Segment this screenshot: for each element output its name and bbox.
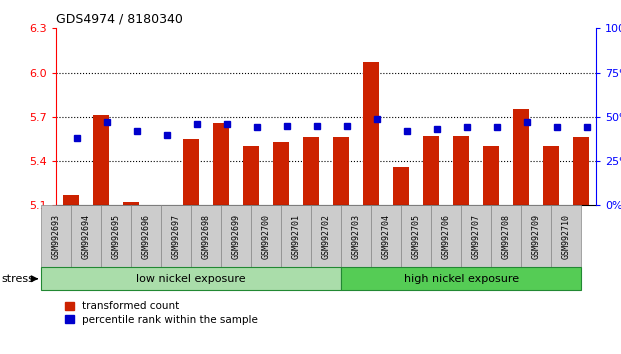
Text: GSM992705: GSM992705 (412, 214, 420, 259)
Text: GSM992704: GSM992704 (381, 214, 391, 259)
Bar (123, 202, 139, 205)
Text: low nickel exposure: low nickel exposure (136, 274, 246, 284)
Text: GSM992697: GSM992697 (171, 214, 181, 259)
Bar (573, 137, 589, 205)
Bar (303, 137, 319, 205)
Legend: transformed count, percentile rank within the sample: transformed count, percentile rank withi… (61, 297, 262, 329)
Text: GSM992700: GSM992700 (261, 214, 271, 259)
Bar (63, 195, 79, 205)
Bar (213, 123, 229, 205)
Bar (243, 146, 259, 205)
Text: GDS4974 / 8180340: GDS4974 / 8180340 (56, 13, 183, 26)
Text: GSM992708: GSM992708 (502, 214, 510, 259)
Text: GSM992695: GSM992695 (111, 214, 120, 259)
Bar (483, 146, 499, 205)
Bar (183, 139, 199, 205)
Bar (153, 205, 169, 207)
Bar (333, 137, 349, 205)
Text: GSM992710: GSM992710 (561, 214, 571, 259)
Bar (423, 136, 439, 205)
Bar (273, 142, 289, 205)
Text: GSM992701: GSM992701 (291, 214, 301, 259)
Bar (393, 167, 409, 205)
Text: GSM992707: GSM992707 (471, 214, 481, 259)
Text: GSM992699: GSM992699 (232, 214, 240, 259)
Text: stress: stress (2, 274, 35, 284)
Text: GSM992702: GSM992702 (322, 214, 330, 259)
Text: high nickel exposure: high nickel exposure (404, 274, 519, 284)
Bar (513, 109, 529, 205)
Text: GSM992696: GSM992696 (142, 214, 150, 259)
Text: GSM992709: GSM992709 (532, 214, 541, 259)
Bar (363, 62, 379, 205)
Bar (543, 146, 560, 205)
Bar (453, 136, 469, 205)
Text: GSM992706: GSM992706 (442, 214, 451, 259)
Text: GSM992694: GSM992694 (81, 214, 91, 259)
Text: GSM992698: GSM992698 (201, 214, 211, 259)
Text: GSM992703: GSM992703 (351, 214, 361, 259)
Text: GSM992693: GSM992693 (52, 214, 60, 259)
Bar (93, 115, 109, 205)
